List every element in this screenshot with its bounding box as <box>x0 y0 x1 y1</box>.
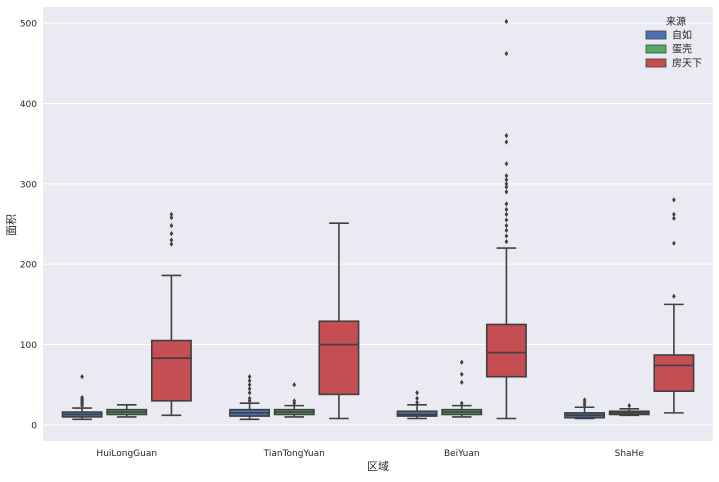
legend-title: 来源 <box>666 15 686 28</box>
outlier-point <box>672 197 676 203</box>
outlier-point <box>504 201 509 207</box>
outlier-point <box>504 217 509 223</box>
outlier-point <box>247 382 252 388</box>
outlier-point <box>247 395 252 402</box>
y-tick-label: 0 <box>31 421 37 431</box>
box <box>318 320 360 396</box>
y-ticks: 0 100 200 300 400 500 <box>20 20 37 432</box>
outlier-point <box>504 184 509 190</box>
outlier-point <box>504 177 509 183</box>
outlier-point <box>169 223 174 229</box>
outlier-point <box>247 374 252 380</box>
outlier-point <box>292 382 297 388</box>
outlier-point <box>672 215 676 221</box>
legend-label: 房天下 <box>672 57 702 70</box>
legend-label: 自如 <box>672 29 692 42</box>
outlier-point <box>504 239 509 245</box>
outlier-point <box>504 223 509 229</box>
x-ticks: HuiLongGuan TianTongYuan BeiYuan ShaHe <box>96 449 644 459</box>
outlier-point <box>169 211 174 217</box>
box <box>150 339 192 402</box>
outlier-point <box>169 231 174 237</box>
outlier-point <box>459 371 464 377</box>
outlier-point <box>415 395 419 402</box>
outlier-point <box>504 189 509 195</box>
y-tick-label: 400 <box>20 100 37 110</box>
y-tick-label: 300 <box>20 180 37 190</box>
outlier-point <box>504 132 509 139</box>
outlier-point <box>504 51 509 57</box>
outlier-point <box>169 241 174 247</box>
outlier-point <box>504 211 509 217</box>
outlier-point <box>169 214 174 221</box>
x-tick-label: HuiLongGuan <box>96 449 157 459</box>
x-tick-label: BeiYuan <box>444 449 480 459</box>
outlier-point <box>672 240 676 246</box>
outlier-point <box>292 398 297 404</box>
x-tick-label: ShaHe <box>615 449 645 459</box>
outlier-point <box>169 237 174 243</box>
outlier-point <box>672 211 676 217</box>
outlier-point <box>247 378 252 384</box>
y-axis-label: 面积 <box>5 214 18 236</box>
legend-swatch <box>645 44 667 54</box>
outlier-point <box>504 233 509 239</box>
outlier-point <box>80 374 84 380</box>
outlier-point <box>247 390 252 396</box>
x-axis-label: 区域 <box>367 460 389 473</box>
y-tick-label: 100 <box>20 341 37 351</box>
outlier-point <box>415 399 419 406</box>
outlier-point <box>504 18 509 25</box>
outlier-point <box>504 139 509 145</box>
plot-area <box>43 7 713 441</box>
box <box>485 323 527 378</box>
y-tick-label: 500 <box>20 20 37 30</box>
y-tick-label: 200 <box>20 261 37 271</box>
legend-label: 蛋壳 <box>672 43 692 56</box>
outlier-point <box>504 206 509 213</box>
outlier-point <box>504 181 509 187</box>
boxes <box>61 18 695 421</box>
legend-swatch <box>645 58 667 68</box>
outlier-point <box>627 403 632 409</box>
x-tick-label: TianTongYuan <box>263 449 325 459</box>
outlier-point <box>672 293 676 299</box>
box <box>653 354 695 392</box>
outlier-point <box>247 386 252 392</box>
outlier-point <box>504 161 509 167</box>
box <box>396 410 438 417</box>
legend-swatch <box>645 30 667 40</box>
outlier-point <box>459 400 464 406</box>
outlier-point <box>459 359 464 365</box>
outlier-point <box>504 173 509 179</box>
outlier-point <box>459 379 464 385</box>
outlier-point <box>504 227 509 234</box>
outlier-point <box>582 397 587 403</box>
outlier-point <box>80 395 84 401</box>
outlier-point <box>415 390 419 396</box>
